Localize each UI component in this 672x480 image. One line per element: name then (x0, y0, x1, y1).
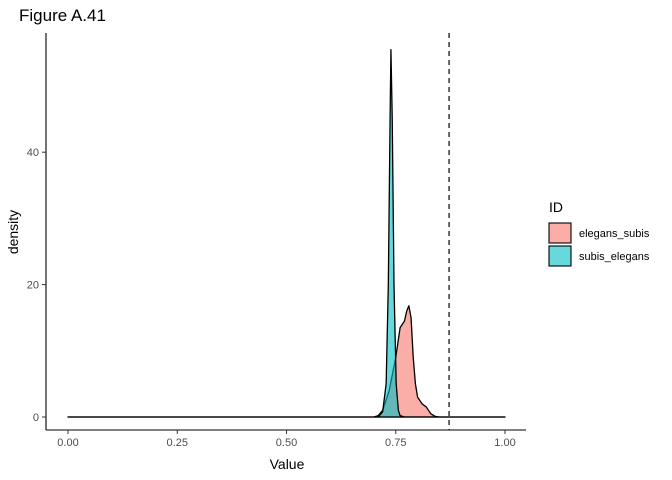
x-tick-label: 0.75 (385, 437, 406, 449)
legend-label-subis-elegans: subis_elegans (579, 251, 650, 263)
legend-title: ID (549, 199, 563, 215)
x-axis-title: Value (270, 456, 305, 472)
legend-key-subis-elegans (548, 245, 572, 267)
x-tick-label: 0.00 (57, 437, 78, 449)
y-axis-title: density (5, 210, 21, 254)
y-tick-label: 0 (33, 412, 39, 424)
density-area-elegans-subis (67, 305, 506, 418)
legend-key-elegans-subis (548, 222, 572, 244)
x-tick-label: 0.25 (167, 437, 188, 449)
x-tick-label: 1.00 (494, 437, 515, 449)
x-tick-label: 0.50 (276, 437, 297, 449)
legend: ID elegans_subis subis_elegans (548, 199, 650, 267)
chart-title: Figure A.41 (19, 6, 106, 25)
y-tick-label: 20 (27, 280, 39, 292)
plot-area (67, 33, 506, 430)
y-tick-label: 40 (27, 147, 39, 159)
density-area-subis-elegans (67, 48, 506, 418)
axes: 0.00 0.25 0.50 0.75 1.00 0 20 40 (27, 33, 526, 449)
legend-label-elegans-subis: elegans_subis (579, 228, 650, 240)
